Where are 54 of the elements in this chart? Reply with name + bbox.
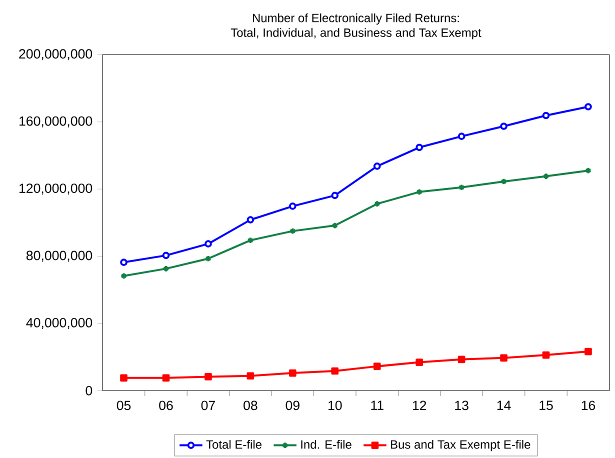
point	[500, 178, 508, 186]
point	[246, 216, 254, 224]
point	[584, 348, 592, 356]
y-tick-label: 80,000,000	[26, 250, 92, 262]
y-tick-label: 160,000,000	[20, 116, 92, 128]
point	[162, 265, 170, 272]
point	[500, 354, 508, 362]
chart-title: Number of Electronically Filed Returns:	[252, 13, 459, 25]
point	[289, 202, 296, 210]
point	[416, 144, 423, 152]
point	[416, 188, 423, 196]
x-tick-label: 14	[497, 400, 511, 410]
x-tick-label: 10	[328, 400, 342, 410]
point	[332, 222, 338, 230]
point	[289, 227, 296, 235]
point	[542, 172, 550, 180]
point	[331, 367, 339, 375]
x-tick-label: 16	[582, 400, 596, 410]
y-tick-label: 0	[86, 386, 92, 396]
point	[246, 372, 254, 380]
point	[373, 362, 381, 370]
point	[289, 369, 296, 377]
point	[500, 122, 508, 130]
point	[120, 258, 128, 266]
point	[247, 236, 254, 244]
point	[458, 132, 466, 140]
y-tick-label: 120,000,000	[20, 184, 92, 195]
legend-label: Total E-file	[206, 440, 262, 449]
point	[458, 356, 466, 364]
point	[584, 103, 592, 110]
x-tick-label: 09	[286, 400, 300, 410]
point	[331, 192, 339, 200]
y-tick-label: 200,000,000	[19, 49, 92, 60]
point	[120, 374, 128, 382]
point	[373, 162, 381, 170]
point	[542, 112, 550, 120]
legend-label: Bus and Tax Exempt E-file	[391, 440, 530, 452]
y-tick-label: 40,000,000	[26, 318, 92, 329]
point	[162, 374, 170, 382]
x-tick-label: 12	[412, 400, 426, 410]
point	[204, 240, 212, 248]
point	[416, 358, 423, 366]
legend-label: Ind. E-file	[301, 440, 352, 449]
x-tick-label: 08	[244, 400, 258, 410]
point	[542, 351, 550, 359]
x-tick-label: 11	[371, 400, 384, 410]
x-tick-label: 07	[201, 400, 215, 410]
point	[204, 373, 212, 380]
x-tick-label: 13	[455, 400, 468, 410]
x-tick-label: 06	[159, 400, 173, 410]
chart-subtitle: Total, Individual, and Business and Tax Exempt	[230, 28, 482, 40]
x-tick-label: 15	[540, 400, 553, 410]
point	[162, 252, 170, 260]
x-tick-label: 05	[116, 400, 131, 410]
